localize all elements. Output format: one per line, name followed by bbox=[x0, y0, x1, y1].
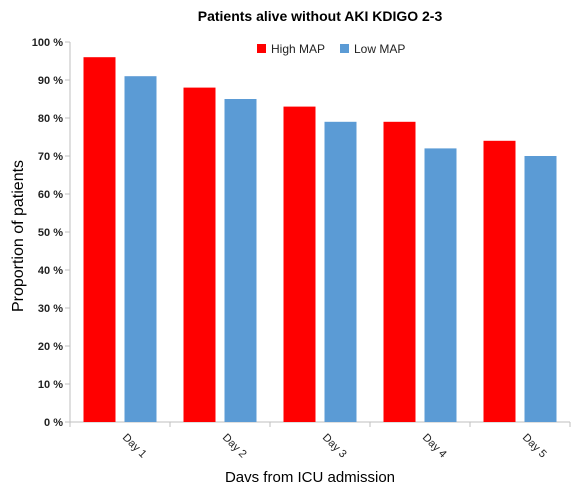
x-tick-label: Day 5 bbox=[520, 432, 549, 461]
y-axis: 0 % 10 % 20 % 30 % 40 % 50 % 60 % 70 % 80 % 90 % 1… bbox=[32, 37, 70, 429]
y-tick-label: 70 % bbox=[38, 151, 63, 163]
legend-label: High MAP bbox=[271, 42, 325, 56]
bar-high-map-day-1 bbox=[84, 57, 116, 422]
legend-swatch bbox=[340, 44, 349, 53]
bar-high-map-day-3 bbox=[284, 107, 316, 422]
x-tick-label: Day 2 bbox=[220, 432, 249, 461]
x-tick-label: Day 4 bbox=[420, 432, 449, 461]
y-tick-label: 60 % bbox=[38, 189, 63, 201]
x-tick-label: Day 3 bbox=[320, 432, 349, 461]
bar-high-map-day-5 bbox=[484, 141, 516, 422]
bar-low-map-day-4 bbox=[425, 148, 457, 422]
y-tick-label: 80 % bbox=[38, 113, 63, 125]
bars bbox=[84, 57, 557, 422]
y-tick-label: 50 % bbox=[38, 227, 63, 239]
y-tick-label: 30 % bbox=[38, 303, 63, 315]
x-axis-label: Davs from ICU admission bbox=[225, 469, 395, 486]
legend: High MAP Low MAP bbox=[257, 42, 405, 56]
x-axis: Day 1 Day 2 Day 3 Day 4 Day 5 bbox=[70, 422, 570, 460]
y-tick-label: 10 % bbox=[38, 379, 63, 391]
y-tick-label: 40 % bbox=[38, 265, 63, 277]
bar-low-map-day-2 bbox=[225, 99, 257, 422]
bar-low-map-day-1 bbox=[125, 76, 157, 422]
bar-high-map-day-2 bbox=[184, 88, 216, 422]
bar-low-map-day-5 bbox=[525, 156, 557, 422]
y-tick-label: 0 % bbox=[44, 417, 63, 429]
bar-low-map-day-3 bbox=[325, 122, 357, 422]
x-tick-label: Day 1 bbox=[120, 432, 149, 461]
y-tick-label: 90 % bbox=[38, 75, 63, 87]
legend-label: Low MAP bbox=[354, 42, 405, 56]
y-tick-label: 100 % bbox=[32, 37, 63, 49]
y-axis-label: Proportion of patients bbox=[10, 160, 27, 312]
y-tick-label: 20 % bbox=[38, 341, 63, 353]
bar-high-map-day-4 bbox=[384, 122, 416, 422]
legend-swatch bbox=[257, 44, 266, 53]
chart-title: Patients alive without AKI KDIGO 2-3 bbox=[198, 8, 443, 24]
